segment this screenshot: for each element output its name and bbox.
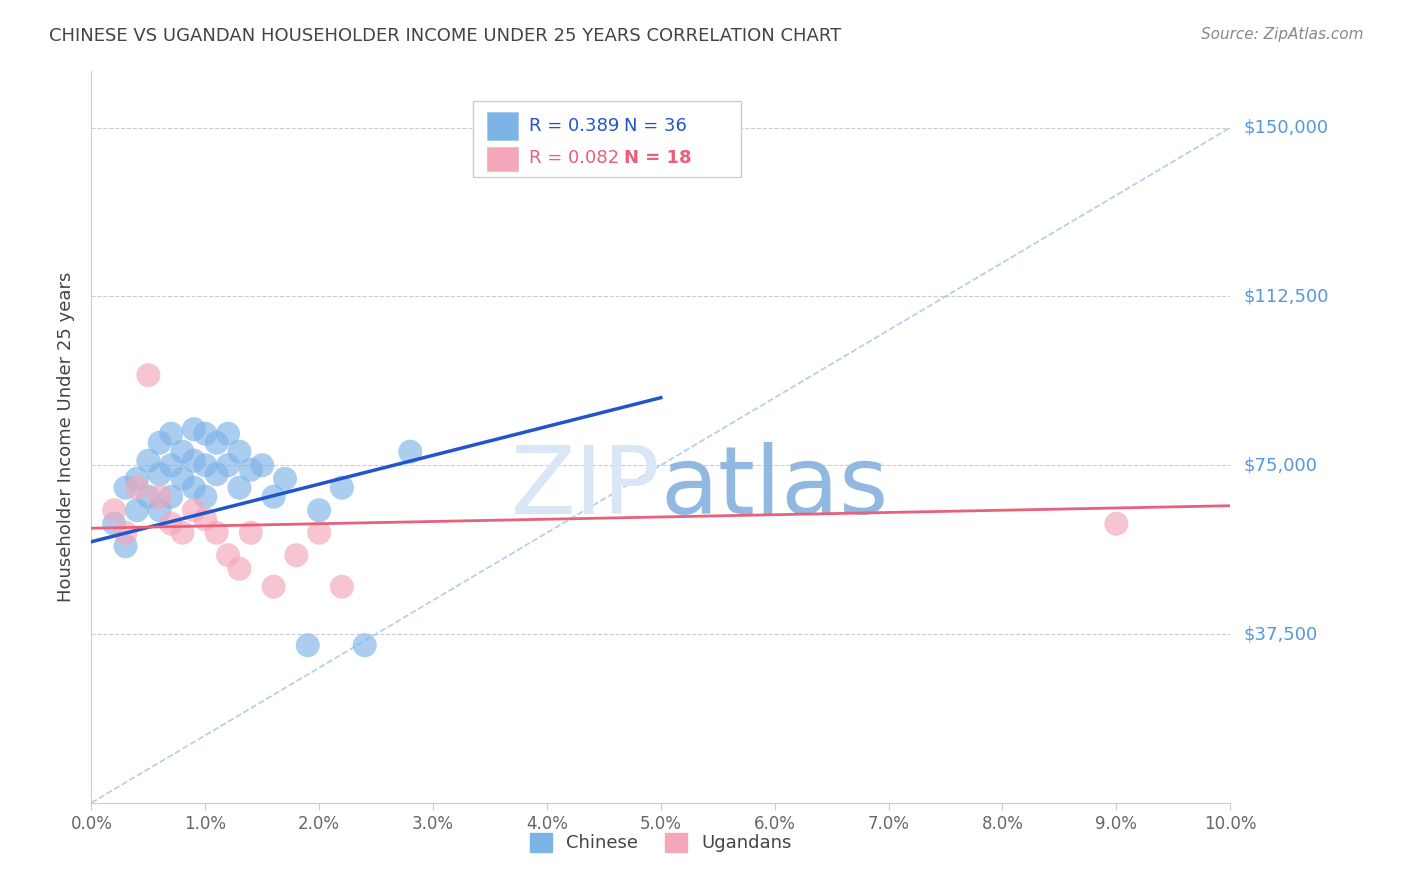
- Point: [160, 490, 183, 504]
- Point: [125, 472, 148, 486]
- Point: [149, 490, 172, 504]
- Point: [205, 525, 228, 540]
- Point: [160, 458, 183, 473]
- Text: CHINESE VS UGANDAN HOUSEHOLDER INCOME UNDER 25 YEARS CORRELATION CHART: CHINESE VS UGANDAN HOUSEHOLDER INCOME UN…: [49, 27, 841, 45]
- Point: [228, 481, 250, 495]
- Point: [205, 467, 228, 482]
- Text: Source: ZipAtlas.com: Source: ZipAtlas.com: [1201, 27, 1364, 42]
- Point: [194, 490, 217, 504]
- Point: [172, 444, 194, 458]
- Point: [114, 539, 136, 553]
- Text: $37,500: $37,500: [1244, 625, 1319, 643]
- Point: [217, 548, 239, 562]
- Point: [183, 481, 205, 495]
- Text: ZIP: ZIP: [512, 442, 661, 534]
- Point: [160, 426, 183, 441]
- Point: [205, 435, 228, 450]
- Point: [217, 426, 239, 441]
- Point: [308, 525, 330, 540]
- Point: [330, 481, 353, 495]
- Point: [399, 444, 422, 458]
- Point: [308, 503, 330, 517]
- Text: $75,000: $75,000: [1244, 456, 1317, 475]
- Point: [183, 503, 205, 517]
- Point: [239, 463, 262, 477]
- Point: [172, 472, 194, 486]
- Point: [149, 503, 172, 517]
- Text: N = 36: N = 36: [624, 117, 688, 136]
- Point: [239, 525, 262, 540]
- Legend: Chinese, Ugandans: Chinese, Ugandans: [523, 826, 799, 860]
- Point: [353, 638, 375, 652]
- Text: Householder Income Under 25 years: Householder Income Under 25 years: [58, 272, 76, 602]
- Point: [183, 453, 205, 467]
- Point: [160, 516, 183, 531]
- Text: N = 18: N = 18: [624, 149, 692, 168]
- Point: [114, 481, 136, 495]
- Point: [228, 444, 250, 458]
- Point: [194, 458, 217, 473]
- Point: [138, 453, 160, 467]
- Point: [297, 638, 319, 652]
- Point: [217, 458, 239, 473]
- Point: [183, 422, 205, 436]
- Point: [330, 580, 353, 594]
- Text: R = 0.082: R = 0.082: [529, 149, 619, 168]
- Point: [149, 435, 172, 450]
- Point: [138, 490, 160, 504]
- Point: [149, 467, 172, 482]
- Point: [172, 525, 194, 540]
- Point: [125, 481, 148, 495]
- Point: [1105, 516, 1128, 531]
- Text: atlas: atlas: [661, 442, 889, 534]
- Point: [194, 512, 217, 526]
- Point: [138, 368, 160, 383]
- Point: [263, 490, 285, 504]
- Text: R = 0.389: R = 0.389: [529, 117, 619, 136]
- Point: [250, 458, 273, 473]
- Text: $150,000: $150,000: [1244, 119, 1329, 136]
- Text: $112,500: $112,500: [1244, 287, 1330, 305]
- Point: [194, 426, 217, 441]
- Point: [103, 503, 125, 517]
- Point: [228, 562, 250, 576]
- FancyBboxPatch shape: [486, 112, 519, 140]
- Point: [114, 525, 136, 540]
- Point: [103, 516, 125, 531]
- Point: [274, 472, 297, 486]
- FancyBboxPatch shape: [486, 146, 519, 171]
- Point: [263, 580, 285, 594]
- FancyBboxPatch shape: [472, 101, 741, 178]
- Point: [125, 503, 148, 517]
- Point: [285, 548, 308, 562]
